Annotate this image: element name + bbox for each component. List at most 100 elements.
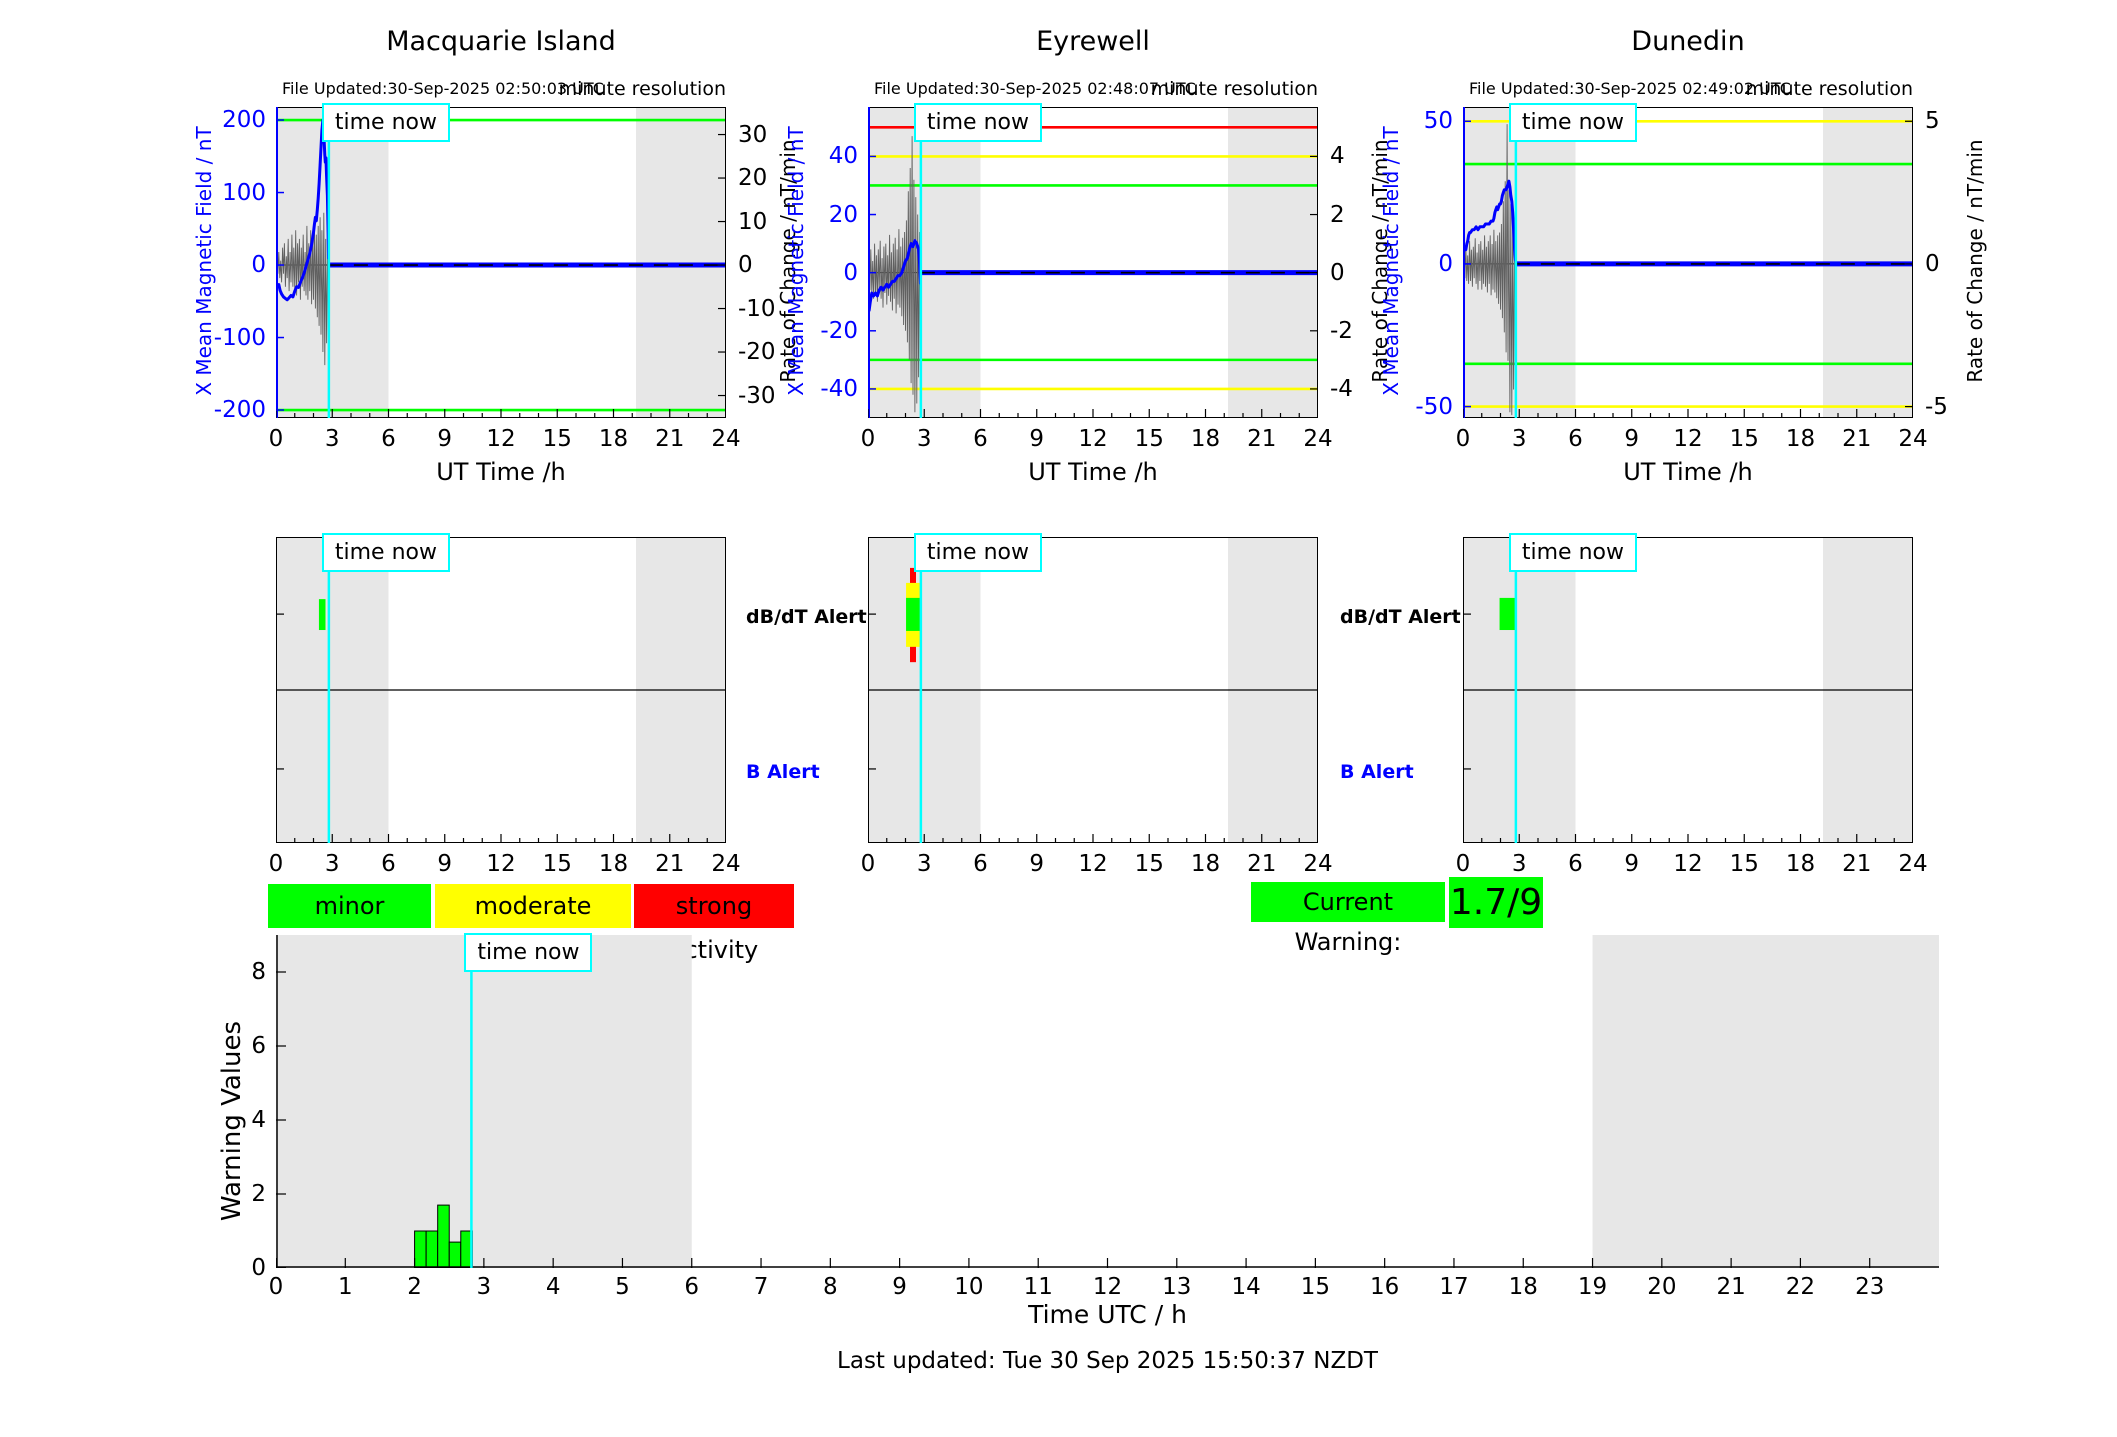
x-tick-label: 15 — [542, 426, 572, 452]
x-tick-label: 3 — [476, 1274, 492, 1300]
x-tick-label: 18 — [1190, 851, 1221, 877]
x-tick-label: 24 — [1303, 851, 1333, 877]
y-tick-label: 6 — [251, 1033, 266, 1059]
macquarie-island-alert-panel — [276, 537, 726, 843]
x-tick-label: 12 — [1092, 1274, 1123, 1300]
x-tick-label: 8 — [823, 1274, 838, 1300]
x-tick-label: 3 — [916, 851, 932, 877]
time-now-flag: time now — [321, 103, 450, 142]
y-tick-label: -50 — [1415, 393, 1453, 420]
x-tick-label: 10 — [954, 1274, 984, 1300]
x-tick-label: 22 — [1785, 1274, 1816, 1300]
y-tick-label: -200 — [213, 397, 266, 424]
macquarie-island-field-chart — [276, 107, 726, 418]
resolution-note: minute resolution — [1150, 78, 1318, 100]
x-tick-label: 12 — [1673, 851, 1703, 877]
x-tick-label: 1 — [337, 1274, 353, 1300]
y-tick-label: -20 — [738, 339, 776, 366]
x-tick-label: 12 — [1078, 426, 1108, 452]
current-warning-value: 1.7/9 — [1449, 877, 1543, 928]
x-tick-label: 3 — [916, 426, 932, 452]
x-tick-label: 0 — [860, 426, 876, 452]
dunedin-alert-panel — [1463, 537, 1913, 843]
x-tick-label: 13 — [1162, 1274, 1192, 1300]
x-tick-label: 0 — [860, 851, 876, 877]
x-tick-label: 5 — [615, 1274, 630, 1300]
y-tick-label: 10 — [738, 208, 768, 235]
x-tick-label: 6 — [684, 1274, 700, 1300]
x-tick-label: 9 — [1624, 426, 1640, 452]
x-tick-label: 0 — [268, 426, 284, 452]
y-tick-label: -10 — [738, 295, 776, 322]
y-tick-label: -4 — [1330, 375, 1353, 402]
y-tick-label: 30 — [738, 121, 768, 148]
x-tick-label: 9 — [892, 1274, 907, 1300]
x-tick-label: 24 — [1898, 426, 1928, 452]
x-tick-label: 9 — [437, 851, 453, 877]
x-tick-label: 9 — [1029, 426, 1045, 452]
time-now-flag: time now — [1508, 533, 1637, 572]
y-tick-label: 0 — [1438, 250, 1453, 277]
x-tick-label: 18 — [1190, 426, 1221, 452]
resolution-note: minute resolution — [558, 78, 726, 100]
current-warning-label: Current Warning: — [1251, 882, 1445, 956]
y-tick-label: 8 — [251, 959, 266, 985]
x-tick-label: 4 — [545, 1274, 561, 1300]
time-utc-axis-label: Time UTC / h — [1028, 1300, 1187, 1329]
x-tick-label: 15 — [1300, 1274, 1331, 1300]
x-tick-label: 24 — [711, 851, 741, 877]
x-tick-label: 21 — [655, 851, 685, 877]
x-tick-label: 2 — [407, 1274, 422, 1300]
x-tick-label: 9 — [1624, 851, 1640, 877]
y-tick-label: 0 — [251, 252, 266, 279]
y-tick-label: 2 — [1330, 201, 1345, 228]
x-tick-label: 0 — [1455, 851, 1471, 877]
x-tick-label: 6 — [1568, 426, 1583, 452]
y-tick-label: -20 — [820, 317, 858, 344]
y-tick-label: 100 — [222, 179, 266, 206]
x-tick-label: 21 — [655, 426, 685, 452]
x-tick-label: 21 — [1842, 426, 1872, 452]
x-tick-label: 17 — [1439, 1274, 1469, 1300]
b-alert-label: B Alert — [746, 761, 820, 783]
y-tick-label: 0 — [251, 1255, 266, 1281]
y-tick-label: -5 — [1925, 393, 1948, 420]
page-title: Macquarie Island — [386, 26, 616, 57]
x-tick-label: 18 — [1785, 426, 1816, 452]
eyrewell-field-chart — [868, 107, 1318, 418]
x-tick-label: 21 — [1247, 851, 1277, 877]
x-tick-label: 18 — [1785, 851, 1816, 877]
x-tick-label: 6 — [973, 426, 988, 452]
y-tick-label: 2 — [251, 1181, 266, 1207]
y-tick-label: 50 — [1423, 108, 1453, 135]
x-tick-label: 3 — [324, 426, 340, 452]
x-tick-label: 21 — [1842, 851, 1872, 877]
legend-strong-activity: strong activity — [634, 884, 794, 964]
y-tick-label: 20 — [828, 201, 858, 228]
dbdt-alert-label: dB/dT Alert — [746, 606, 867, 628]
x-tick-label: 0 — [268, 851, 284, 877]
page-title: Dunedin — [1631, 26, 1745, 57]
x-tick-label: 9 — [1029, 851, 1045, 877]
x-tick-label: 20 — [1647, 1274, 1677, 1300]
x-tick-label: 11 — [1023, 1274, 1053, 1300]
time-now-flag: time now — [913, 103, 1042, 142]
page-title: Eyrewell — [1036, 26, 1150, 57]
x-tick-label: 15 — [1729, 851, 1759, 877]
x-tick-label: 6 — [973, 851, 988, 877]
y-tick-label: 200 — [222, 107, 266, 134]
x-tick-label: 14 — [1231, 1274, 1261, 1300]
x-tick-label: 7 — [753, 1274, 769, 1300]
x-tick-label: 12 — [1673, 426, 1703, 452]
x-tick-label: 16 — [1370, 1274, 1400, 1300]
x-axis-label: UT Time /h — [1028, 458, 1158, 486]
dbdt-alert-label: dB/dT Alert — [1340, 606, 1461, 628]
b-alert-label: B Alert — [1340, 761, 1414, 783]
last-updated-text: Last updated: Tue 30 Sep 2025 15:50:37 N… — [837, 1348, 1378, 1374]
x-tick-label: 15 — [542, 851, 572, 877]
x-tick-label: 21 — [1247, 426, 1277, 452]
file-updated-text: File Updated:30-Sep-2025 02:48:07 UTC — [874, 79, 1196, 98]
file-updated-text: File Updated:30-Sep-2025 02:50:03 UTC — [282, 79, 604, 98]
x-tick-label: 6 — [381, 851, 396, 877]
